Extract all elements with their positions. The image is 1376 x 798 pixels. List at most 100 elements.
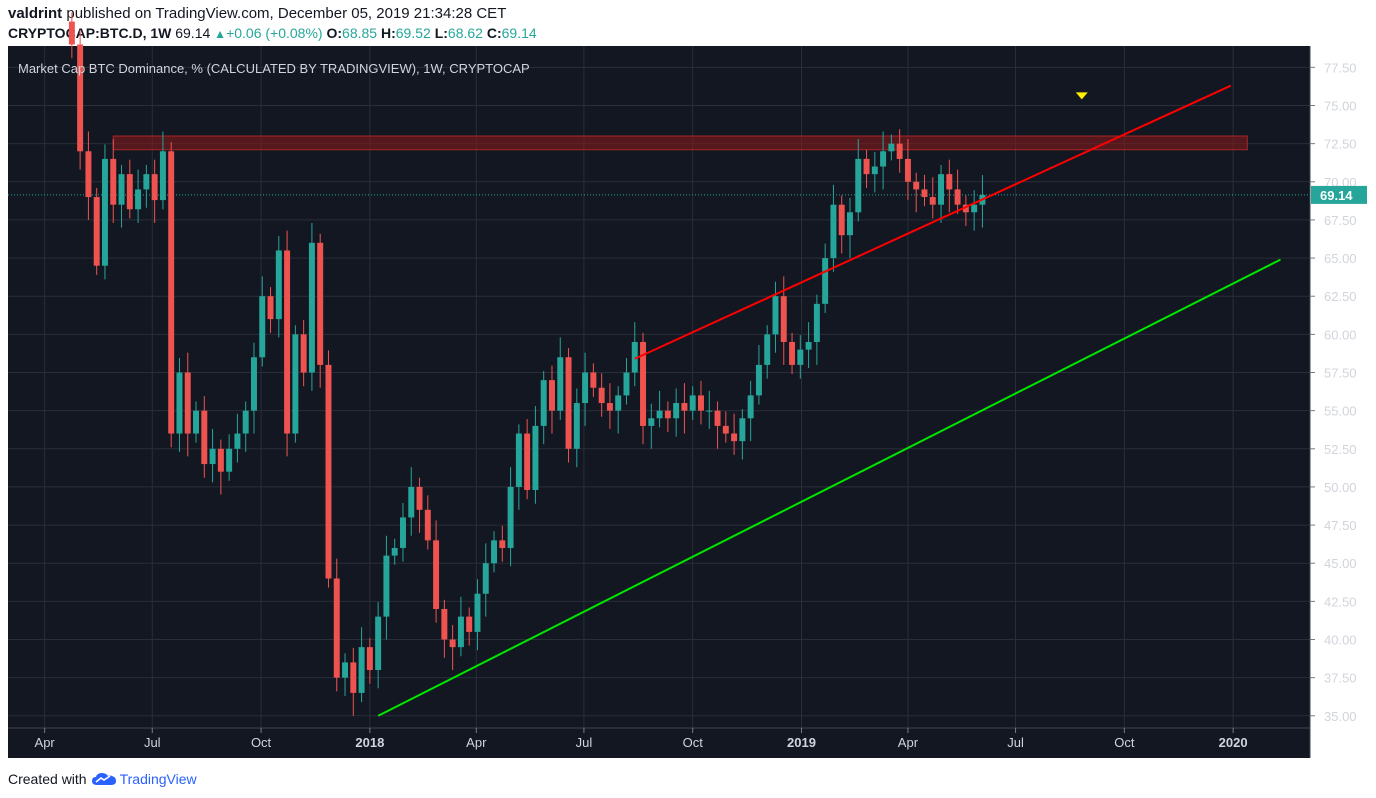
- candle-down: [499, 540, 506, 548]
- candle-down: [366, 647, 373, 671]
- top-marker: [1075, 92, 1088, 100]
- candle-up: [689, 395, 696, 411]
- candle-up: [623, 372, 630, 396]
- candle-up: [615, 395, 622, 411]
- x-tick-label: 2018: [355, 735, 384, 750]
- candle-down: [267, 296, 274, 320]
- ohlc-legend: CRYPTOCAP:BTC.D, 1W 69.14 ▲+0.06 (+0.08%…: [8, 25, 537, 41]
- chart-title: Market Cap BTC Dominance, % (CALCULATED …: [18, 61, 530, 76]
- candle-up: [764, 334, 771, 365]
- candle-up: [209, 448, 216, 465]
- y-tick-label: 37.50: [1324, 671, 1357, 686]
- candle-up: [656, 410, 663, 419]
- tradingview-cloud-icon: [91, 773, 116, 785]
- last-price-tag: [1311, 185, 1367, 204]
- low-value: 68.62: [447, 25, 483, 41]
- candle-down: [838, 204, 845, 236]
- candle-up: [847, 212, 853, 236]
- x-tick-label: 2020: [1219, 735, 1248, 750]
- candle-up: [880, 151, 887, 167]
- candle-up: [673, 403, 680, 419]
- high-value: 69.52: [395, 25, 431, 41]
- x-tick-label: Oct: [683, 735, 704, 750]
- y-tick-label: 65.00: [1324, 251, 1357, 266]
- y-tick-label: 67.50: [1324, 213, 1357, 228]
- candle-up: [226, 448, 233, 472]
- tradingview-brand: TradingView: [119, 771, 197, 787]
- x-tick-label: Apr: [35, 735, 56, 750]
- candle-down: [68, 21, 75, 45]
- upper-resistance-trendline: [634, 84, 1232, 360]
- candle-up: [193, 410, 200, 434]
- candle-down: [424, 509, 431, 541]
- candle-up: [871, 166, 878, 175]
- candle-up: [457, 616, 464, 648]
- candle-down: [284, 250, 291, 434]
- open-label: O:: [326, 25, 343, 41]
- candle-up: [797, 349, 804, 365]
- candle-down: [325, 364, 332, 579]
- x-axis[interactable]: Apr Jul Oct 2018 Apr Jul Oct 2019 Apr Jul Oct 2020: [35, 728, 1248, 750]
- publish-text: published on TradingView.com, December 0…: [66, 5, 507, 22]
- x-tick-label: Apr: [466, 735, 487, 750]
- x-tick-label: Jul: [576, 735, 593, 750]
- y-tick-label: 55.00: [1324, 404, 1357, 419]
- candle-up: [118, 174, 125, 205]
- candle-up: [275, 250, 282, 320]
- y-axis[interactable]: 35.00 37.50 40.00 42.50 45.00 47.50 50.00 52.50…: [1310, 60, 1367, 724]
- candle-up: [830, 204, 837, 259]
- candle-down: [110, 158, 117, 205]
- y-tick-label: 72.50: [1324, 137, 1357, 152]
- candle-down: [217, 448, 224, 472]
- candle-up: [938, 174, 945, 205]
- candle-up: [250, 357, 257, 411]
- candle-down: [449, 639, 456, 648]
- candle-down: [913, 181, 920, 190]
- candle-down: [731, 433, 738, 442]
- candle-up: [143, 174, 150, 190]
- candle-down: [664, 410, 671, 419]
- y-tick-label: 50.00: [1324, 480, 1357, 495]
- created-with-text: Created with: [8, 771, 87, 787]
- candle-up: [888, 143, 895, 152]
- close-value: 69.14: [501, 25, 537, 41]
- candle-down: [598, 387, 605, 404]
- price-change: +0.06 (+0.08%): [226, 25, 323, 41]
- candle-down: [954, 189, 961, 205]
- author-name[interactable]: valdrint: [8, 5, 63, 22]
- candle-up: [292, 334, 299, 434]
- symbol-label[interactable]: CRYPTOCAP:BTC.D: [8, 25, 143, 41]
- resistance-zone: [112, 135, 1248, 151]
- candle-up: [159, 151, 166, 201]
- candle-down: [548, 380, 555, 411]
- tradingview-logo[interactable]: TradingView: [91, 768, 197, 790]
- last-price: 69.14: [175, 25, 211, 41]
- candle-down: [85, 151, 92, 198]
- x-tick-label: Oct: [1114, 735, 1135, 750]
- candle-up: [482, 563, 489, 594]
- annotation-layer: [377, 84, 1281, 717]
- candle-up: [813, 303, 820, 342]
- candle-up: [573, 403, 580, 449]
- candle-down: [524, 433, 531, 490]
- candle-down: [714, 410, 721, 426]
- candle-down: [300, 334, 307, 373]
- candle-down: [126, 174, 133, 210]
- candle-up: [358, 647, 365, 693]
- up-arrow-icon: ▲: [214, 27, 227, 41]
- candle-down: [77, 44, 84, 152]
- candle-down: [698, 395, 704, 411]
- chart-background: [8, 46, 1310, 758]
- candle-up: [772, 296, 779, 335]
- candle-up: [234, 433, 241, 449]
- candle-down: [317, 242, 324, 365]
- candle-up: [822, 258, 829, 304]
- publish-info: valdrint published on TradingView.com, D…: [8, 4, 1308, 24]
- candle-down: [466, 616, 473, 632]
- candle-down: [962, 204, 969, 213]
- y-tick-label: 47.50: [1324, 518, 1357, 533]
- low-label: L:: [434, 25, 448, 41]
- candle-down: [929, 197, 936, 205]
- candle-up: [747, 395, 754, 419]
